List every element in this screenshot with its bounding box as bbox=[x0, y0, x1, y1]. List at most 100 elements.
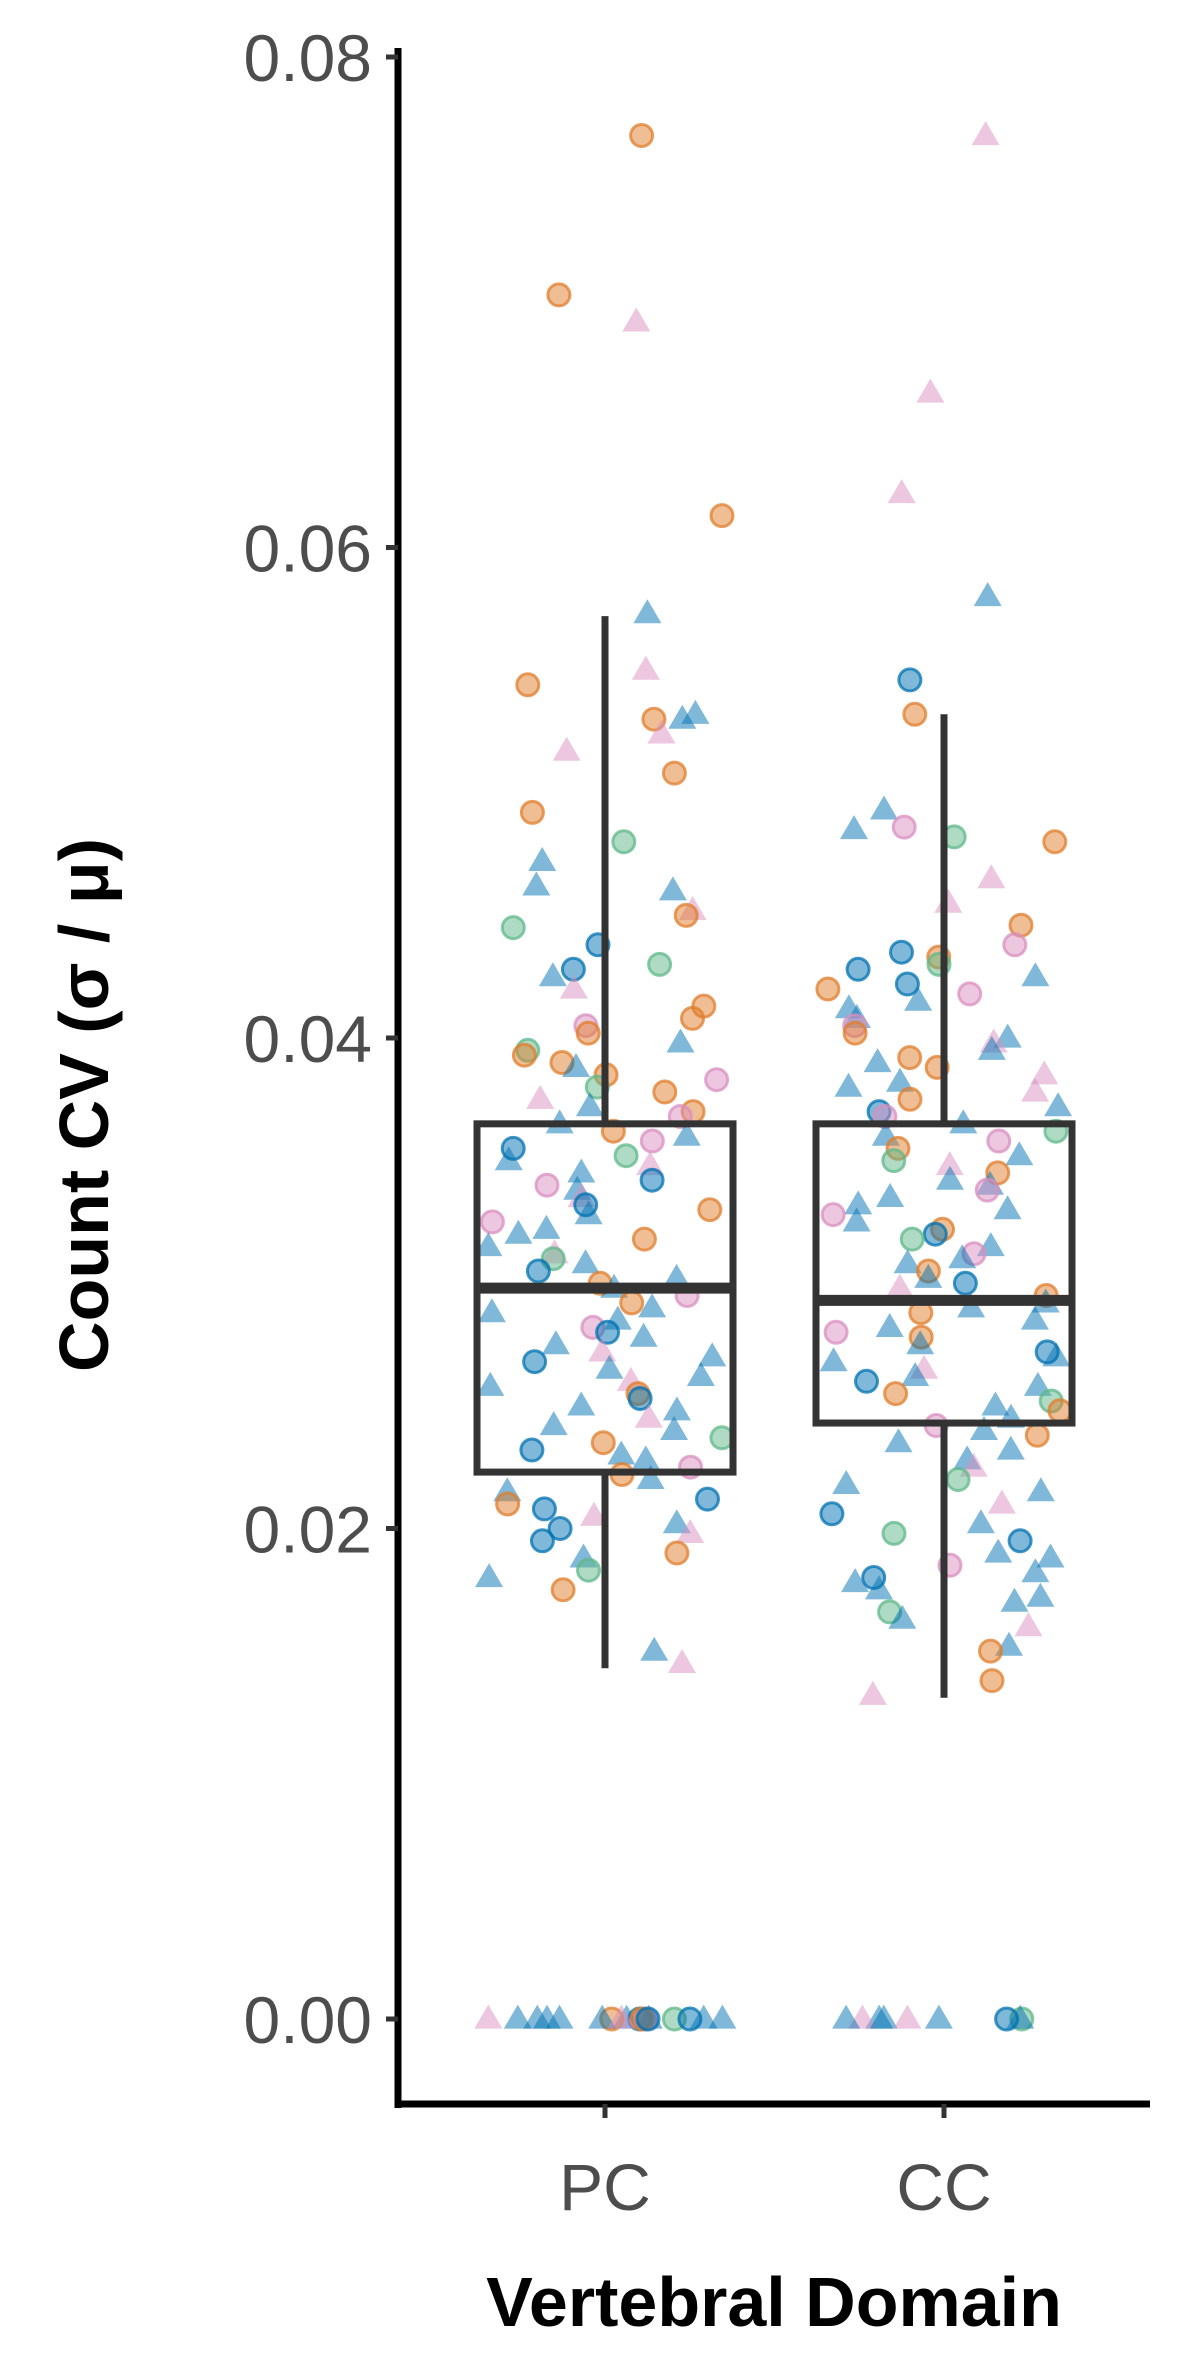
data-point-pc-60 bbox=[532, 1214, 561, 1239]
data-point-pc-68 bbox=[662, 1263, 691, 1288]
data-point-pc-77 bbox=[595, 1319, 621, 1345]
data-point-cc-49 bbox=[935, 1151, 964, 1176]
data-point-pc-51 bbox=[567, 1158, 596, 1183]
data-point-cc-57 bbox=[820, 1202, 846, 1228]
data-point-pc-36 bbox=[704, 1067, 730, 1093]
data-point-pc-20 bbox=[500, 915, 526, 941]
data-point-pc-22 bbox=[647, 951, 673, 977]
data-point-pc-108 bbox=[547, 1516, 573, 1541]
data-point-cc-99 bbox=[832, 1470, 861, 1494]
data-point-pc-27 bbox=[680, 1005, 705, 1031]
data-point-pc-96 bbox=[519, 1437, 545, 1463]
data-point-pc-135 bbox=[523, 2004, 552, 2029]
data-point-cc-127 bbox=[832, 2004, 861, 2029]
y-tick-label: 0.02 bbox=[244, 1493, 372, 1567]
data-point-pc-132 bbox=[635, 2006, 661, 2032]
data-point-cc-69 bbox=[885, 1273, 914, 1298]
data-point-pc-93 bbox=[660, 1416, 689, 1440]
data-point-cc-6 bbox=[870, 795, 898, 820]
data-point-pc-91 bbox=[634, 1403, 663, 1428]
data-point-pc-104 bbox=[495, 1491, 521, 1517]
data-point-cc-12 bbox=[934, 888, 963, 913]
data-point-pc-105 bbox=[531, 1496, 557, 1522]
data-point-pc-131 bbox=[689, 2004, 718, 2029]
data-point-pc-95 bbox=[590, 1430, 616, 1456]
data-point-pc-110 bbox=[529, 1528, 555, 1554]
data-point-pc-111 bbox=[664, 1540, 690, 1566]
cc-box bbox=[812, 1120, 1076, 1427]
data-point-cc-101 bbox=[987, 1489, 1016, 1514]
data-point-pc-0 bbox=[629, 123, 655, 148]
axes bbox=[394, 48, 1150, 2108]
data-point-cc-103 bbox=[966, 1509, 995, 1534]
data-point-cc-76 bbox=[823, 1319, 849, 1345]
data-point-pc-45 bbox=[672, 1121, 701, 1146]
data-point-pc-62 bbox=[631, 1226, 657, 1252]
data-point-pc-86 bbox=[476, 1371, 505, 1396]
data-point-pc-29 bbox=[575, 1020, 601, 1046]
data-point-cc-98 bbox=[945, 1467, 971, 1492]
data-point-cc-74 bbox=[1020, 1305, 1049, 1330]
data-point-pc-116 bbox=[640, 1636, 669, 1661]
y-tick-label: 0.00 bbox=[244, 1983, 372, 2057]
data-point-pc-49 bbox=[494, 1146, 523, 1171]
data-point-pc-115 bbox=[550, 1577, 576, 1603]
data-point-cc-47 bbox=[1005, 1141, 1034, 1166]
y-tick-label: 0.08 bbox=[244, 21, 372, 95]
data-point-cc-58 bbox=[842, 1207, 871, 1232]
data-point-cc-78 bbox=[906, 1330, 935, 1355]
data-point-cc-2 bbox=[887, 479, 916, 504]
data-point-cc-88 bbox=[981, 1391, 1010, 1416]
data-point-cc-105 bbox=[1007, 1528, 1033, 1554]
data-point-pc-83 bbox=[595, 1354, 624, 1379]
data-point-pc-103 bbox=[695, 1486, 720, 1512]
data-point-pc-81 bbox=[698, 1342, 727, 1367]
data-point-pc-46 bbox=[639, 1128, 665, 1154]
data-point-cc-120 bbox=[979, 1668, 1005, 1694]
data-point-cc-102 bbox=[819, 1501, 845, 1527]
data-point-cc-36 bbox=[834, 1072, 863, 1097]
data-point-pc-10 bbox=[647, 719, 676, 744]
data-point-cc-121 bbox=[858, 1680, 887, 1705]
data-point-cc-61 bbox=[899, 1226, 925, 1252]
data-point-cc-7 bbox=[891, 814, 917, 840]
data-point-cc-116 bbox=[888, 1604, 917, 1629]
data-point-pc-2 bbox=[622, 307, 651, 332]
data-point-cc-104 bbox=[881, 1520, 907, 1546]
data-point-pc-53 bbox=[534, 1172, 560, 1198]
jitter-points bbox=[474, 121, 1073, 2032]
data-point-cc-8 bbox=[840, 815, 868, 840]
data-point-cc-10 bbox=[1042, 829, 1068, 855]
data-point-pc-59 bbox=[479, 1209, 505, 1235]
data-point-cc-68 bbox=[952, 1270, 978, 1296]
data-point-cc-1 bbox=[916, 378, 945, 403]
data-point-pc-6 bbox=[515, 672, 541, 698]
data-point-cc-51 bbox=[936, 1165, 964, 1190]
data-point-pc-119 bbox=[708, 2004, 737, 2029]
data-point-cc-23 bbox=[904, 986, 933, 1011]
data-point-cc-60 bbox=[922, 1221, 948, 1247]
data-point-cc-117 bbox=[1014, 1612, 1043, 1637]
data-point-cc-22 bbox=[957, 981, 983, 1007]
data-point-cc-85 bbox=[1023, 1371, 1052, 1396]
data-point-cc-53 bbox=[974, 1177, 1000, 1203]
data-point-pc-11 bbox=[552, 736, 581, 761]
data-point-pc-1 bbox=[546, 282, 572, 308]
data-point-cc-27 bbox=[842, 1020, 868, 1046]
y-tick-label: 0.06 bbox=[244, 512, 372, 586]
data-point-pc-48 bbox=[613, 1143, 639, 1169]
data-point-pc-88 bbox=[627, 1386, 653, 1411]
data-point-pc-106 bbox=[580, 1501, 608, 1526]
data-point-pc-82 bbox=[522, 1349, 548, 1375]
data-point-pc-5 bbox=[631, 655, 660, 680]
box-plots bbox=[473, 616, 1076, 1698]
data-point-pc-61 bbox=[504, 1219, 533, 1244]
data-point-pc-90 bbox=[662, 1396, 691, 1421]
data-point-cc-48 bbox=[881, 1148, 907, 1174]
data-point-cc-18 bbox=[845, 956, 871, 982]
data-point-cc-113 bbox=[1026, 1582, 1055, 1607]
data-point-cc-93 bbox=[1024, 1422, 1050, 1448]
data-point-pc-57 bbox=[697, 1197, 723, 1223]
data-point-cc-30 bbox=[977, 1035, 1006, 1060]
data-point-pc-134 bbox=[607, 2004, 636, 2029]
